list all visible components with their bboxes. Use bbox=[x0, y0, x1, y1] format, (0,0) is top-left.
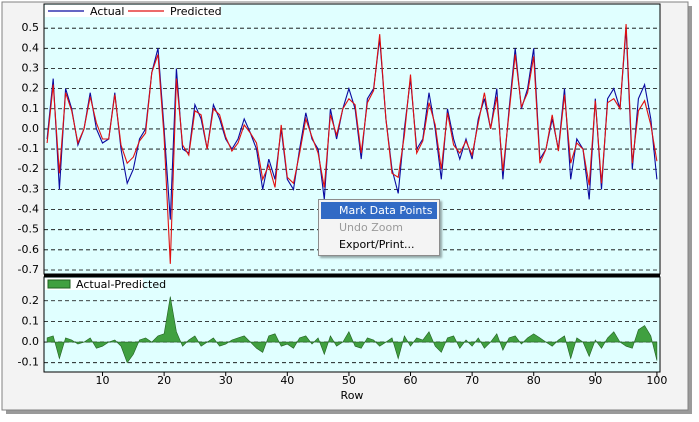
x-tick-label: 90 bbox=[588, 374, 602, 387]
y-tick-label: 0.5 bbox=[22, 21, 40, 34]
context-menu: Mark Data Points Undo Zoom Export/Print... bbox=[318, 199, 440, 256]
y-tick-label: 0.0 bbox=[22, 122, 40, 135]
data-line bbox=[46, 24, 658, 264]
y-tick-label: 0.4 bbox=[22, 41, 40, 54]
x-tick-label: 20 bbox=[157, 374, 171, 387]
y-tick-label: -0.1 bbox=[18, 142, 39, 155]
y-tick-label: -0.4 bbox=[18, 203, 39, 216]
data-area bbox=[46, 296, 658, 364]
menu-item[interactable]: Mark Data Points bbox=[321, 202, 437, 219]
x-tick-label: 100 bbox=[646, 374, 667, 387]
y-tick-label: 0.1 bbox=[22, 102, 40, 115]
y-tick-label: 0.1 bbox=[22, 314, 40, 327]
x-tick-label: 30 bbox=[219, 374, 233, 387]
y-tick-label: -0.7 bbox=[18, 263, 39, 276]
legend-swatch bbox=[47, 279, 71, 289]
x-tick-label: 50 bbox=[342, 374, 356, 387]
menu-item[interactable]: Export/Print... bbox=[339, 238, 415, 251]
y-tick-label: -0.3 bbox=[18, 182, 39, 195]
x-axis-label: Row bbox=[341, 389, 364, 402]
legend-label: Actual bbox=[90, 5, 124, 18]
legend-label: Actual-Predicted bbox=[76, 278, 166, 291]
x-tick-label: 70 bbox=[465, 374, 479, 387]
y-tick-label: -0.6 bbox=[18, 243, 39, 256]
legend-label: Predicted bbox=[170, 5, 222, 18]
y-tick-label: 0.0 bbox=[22, 335, 40, 348]
x-tick-label: 60 bbox=[404, 374, 418, 387]
x-tick-label: 80 bbox=[527, 374, 541, 387]
y-tick-label: 0.3 bbox=[22, 61, 40, 74]
y-tick-label: -0.1 bbox=[18, 356, 39, 369]
x-tick-label: 40 bbox=[280, 374, 294, 387]
y-tick-label: -0.5 bbox=[18, 223, 39, 236]
y-tick-label: 0.2 bbox=[22, 294, 40, 307]
menu-item: Undo Zoom bbox=[339, 221, 403, 234]
x-tick-label: 10 bbox=[96, 374, 110, 387]
y-tick-label: 0.2 bbox=[22, 82, 40, 95]
plot-area bbox=[43, 276, 661, 373]
y-tick-label: -0.2 bbox=[18, 162, 39, 175]
